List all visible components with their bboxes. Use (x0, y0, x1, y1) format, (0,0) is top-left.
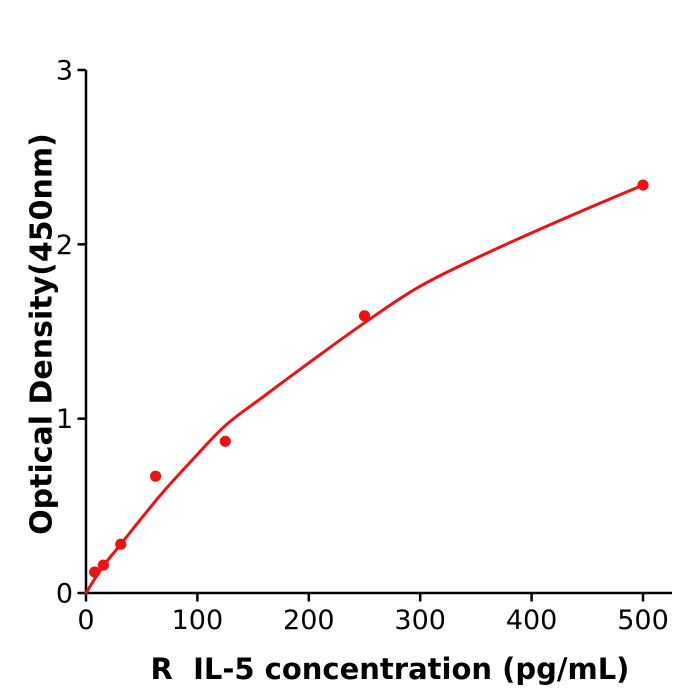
y-tick-label: 2 (56, 230, 73, 261)
y-tick-label: 3 (56, 56, 73, 87)
x-tick-label: 0 (77, 605, 94, 636)
data-point (89, 566, 101, 578)
x-axis-label: R IL-5 concentration (pg/mL) (150, 652, 630, 686)
y-tick-label: 0 (56, 579, 73, 610)
y-tick-label: 1 (56, 404, 73, 435)
data-point (219, 435, 231, 447)
data-point (115, 538, 127, 550)
y-axis-label: Optical Density(450nm) (24, 133, 60, 535)
x-tick-label: 100 (172, 605, 224, 636)
data-point (150, 470, 162, 482)
data-point (358, 310, 371, 322)
data-point (637, 179, 649, 191)
x-tick-label: 400 (506, 605, 558, 636)
fit-curve (84, 183, 645, 595)
x-tick-label: 300 (394, 605, 446, 636)
x-tick-label: 500 (617, 605, 669, 636)
data-point (97, 559, 109, 571)
x-tick-label: 200 (283, 605, 335, 636)
